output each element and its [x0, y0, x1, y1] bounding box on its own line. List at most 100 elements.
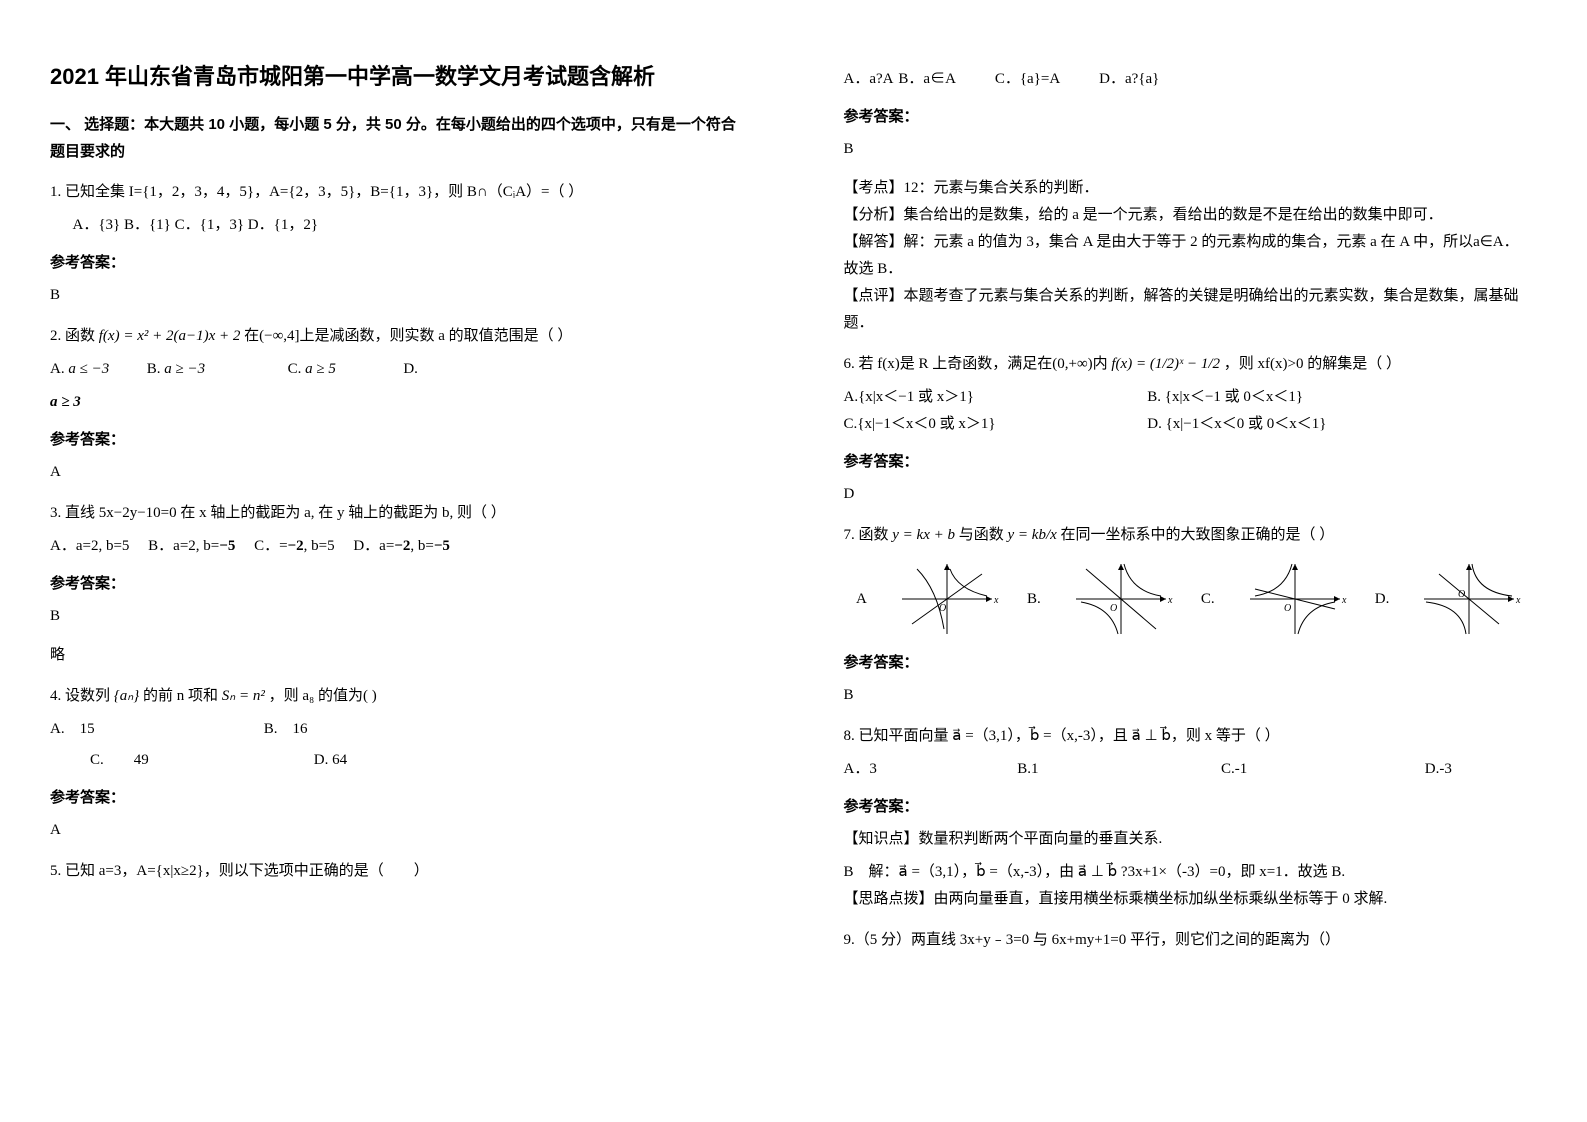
q2-optC: a ≥ 5 [305, 361, 336, 377]
q7-label-A: A [856, 586, 867, 613]
q3-optD: D．a=−2, b=−5 [353, 538, 450, 554]
q9-text: 9.（5 分）两直线 3x+y﹣3=0 与 6x+my+1=0 平行，则它们之间… [844, 927, 1538, 954]
q6-formula: f(x) = (1/2)ˣ − 1/2 [1111, 356, 1220, 372]
left-column: 2021 年山东省青岛市城阳第一中学高一数学文月考试题含解析 一、 选择题：本大… [0, 0, 794, 1122]
svg-text:x: x [1167, 595, 1173, 606]
q4-optA: A. 15 [50, 716, 260, 743]
q8-optC: C.-1 [1221, 756, 1421, 783]
q7-answer: B [844, 682, 1538, 709]
q3-options: A．a=2, b=5 B．a=2, b=−5 C．=−2, b=5 D．a=−2… [50, 533, 744, 560]
q4-suffix: ，则 a₈ 的值为( ) [269, 688, 377, 704]
q2-optD: a ≥ 3 [50, 389, 744, 416]
answer-label-6: 参考答案： [844, 448, 1538, 475]
q8-solve: B 解：a⃗ =（3,1），b⃗ =（x,-3），由 a⃗ ⊥ b⃗ ?3x+1… [844, 859, 1538, 886]
q4-text: 4. 设数列 {aₙ} 的前 n 项和 Sₙ = n² ，则 a₈ 的值为( ) [50, 683, 744, 710]
answer-label-2: 参考答案： [50, 426, 744, 453]
q3-optA: A．a=2, b=5 [50, 538, 129, 554]
q3-answer: B [50, 603, 744, 630]
svg-text:O: O [1110, 603, 1117, 614]
q8-options: A．3 B.1 C.-1 D.-3 [844, 756, 1538, 783]
q6-optB: B. {x|x＜−1 或 0＜x＜1} [1147, 389, 1303, 405]
q5-solve2: 故选 B． [844, 256, 1538, 283]
graph-D: Ox [1414, 559, 1524, 639]
q1-options: A．{3} B．{1} C．{1，3} D．{1，2} [50, 212, 744, 239]
q4-sum: Sₙ = n² [222, 688, 265, 704]
q5-analysis: 【分析】集合给出的是数集，给的 a 是一个元素，看给出的数是不是在给出的数集中即… [844, 202, 1538, 229]
q2-optB-label: B. [147, 361, 161, 377]
q6-optD: D. {x|−1＜x＜0 或 0＜x＜1} [1147, 416, 1326, 432]
q5-solve1: 【解答】解：元素 a 的值为 3，集合 A 是由大于等于 2 的元素构成的集合，… [844, 229, 1538, 256]
q2-suffix: 在(−∞,4]上是减函数，则实数 a 的取值范围是（ ） [244, 328, 572, 344]
q6-suffix: ，则 xf(x)>0 的解集是（ ） [1224, 356, 1401, 372]
section-header: 一、 选择题：本大题共 10 小题，每小题 5 分，共 50 分。在每小题给出的… [50, 111, 744, 165]
graph-C: Ox [1240, 559, 1350, 639]
q6-answer: D [844, 481, 1538, 508]
page: 2021 年山东省青岛市城阳第一中学高一数学文月考试题含解析 一、 选择题：本大… [0, 0, 1587, 1122]
q7-label-B: B. [1027, 586, 1041, 613]
q4-optD: D. 64 [314, 747, 347, 774]
right-column: A．a?A B．a∈A C．{a}=A D．a?{a} 参考答案： B 【考点】… [794, 0, 1587, 1122]
q2-optA: a ≤ −3 [68, 361, 109, 377]
q7-mid: 与函数 [959, 527, 1004, 543]
q5-optC: C．{a}=A [995, 71, 1060, 87]
q6-row2: C.{x|−1＜x＜0 或 x＞1} D. {x|−1＜x＜0 或 0＜x＜1} [844, 411, 1538, 438]
q2-optC-label: C. [288, 361, 302, 377]
q5-text: 5. 已知 a=3，A={x|x≥2}，则以下选项中正确的是（ ） [50, 858, 744, 885]
document-title: 2021 年山东省青岛市城阳第一中学高一数学文月考试题含解析 [50, 60, 744, 93]
q2-text: 2. 函数 f(x) = x² + 2(a−1)x + 2 在(−∞,4]上是减… [50, 323, 744, 350]
q8-comment: 【思路点拨】由两向量垂直，直接用横坐标乘横坐标加纵坐标乘纵坐标等于 0 求解. [844, 886, 1538, 913]
q4-prefix: 4. 设数列 [50, 688, 110, 704]
q3-optB: B．a=2, b=−5 [148, 538, 235, 554]
q7-prefix: 7. 函数 [844, 527, 889, 543]
q8-optB: B.1 [1017, 756, 1217, 783]
q1-answer: B [50, 282, 744, 309]
q5-optB: B．a∈A [898, 71, 955, 87]
answer-label-3: 参考答案： [50, 570, 744, 597]
q6-optA: A.{x|x＜−1 或 x＞1} [844, 384, 1144, 411]
svg-text:O: O [1284, 603, 1291, 614]
q2-answer: A [50, 459, 744, 486]
answer-label-7: 参考答案： [844, 649, 1538, 676]
q6-row1: A.{x|x＜−1 或 x＞1} B. {x|x＜−1 或 0＜x＜1} [844, 384, 1538, 411]
q5-point: 【考点】12：元素与集合关系的判断． [844, 175, 1538, 202]
q7-label-C: C. [1201, 586, 1215, 613]
q3-note: 略 [50, 642, 744, 669]
q4-optC: C. 49 [50, 747, 310, 774]
q4-mid: 的前 n 项和 [143, 688, 218, 704]
q4-seq: {aₙ} [114, 688, 139, 704]
q5-optA: A．a?A [844, 71, 893, 87]
q4-optB: B. 16 [264, 716, 308, 743]
q6-text: 6. 若 f(x)是 R 上奇函数，满足在(0,+∞)内 f(x) = (1/2… [844, 351, 1538, 378]
q2-optA-label: A. [50, 361, 65, 377]
q5-options: A．a?A B．a∈A C．{a}=A D．a?{a} [844, 66, 1538, 93]
answer-label-8: 参考答案： [844, 793, 1538, 820]
q2-optB: a ≥ −3 [164, 361, 205, 377]
q2-formula: f(x) = x² + 2(a−1)x + 2 [99, 328, 241, 344]
q6-optC: C.{x|−1＜x＜0 或 x＞1} [844, 411, 1144, 438]
q3-optC: C．=−2, b=5 [254, 538, 335, 554]
q4-answer: A [50, 817, 744, 844]
q5-answer: B [844, 136, 1538, 163]
q2-optD-label: D. [403, 361, 418, 377]
q3-text: 3. 直线 5x−2y−10=0 在 x 轴上的截距为 a, 在 y 轴上的截距… [50, 500, 744, 527]
q7-label-D: D. [1375, 586, 1390, 613]
graph-B: Ox [1066, 559, 1176, 639]
q7-text: 7. 函数 y = kx + b 与函数 y = kb/x 在同一坐标系中的大致… [844, 522, 1538, 549]
q8-optA: A．3 [844, 756, 1014, 783]
svg-text:x: x [1515, 595, 1521, 606]
answer-label-4: 参考答案： [50, 784, 744, 811]
q8-point: 【知识点】数量积判断两个平面向量的垂直关系. [844, 826, 1538, 853]
answer-label-5: 参考答案： [844, 103, 1538, 130]
q7-graphs: A Ox B. Ox C. Ox D. Ox [844, 559, 1538, 639]
q8-text: 8. 已知平面向量 a⃗ =（3,1），b⃗ =（x,-3），且 a⃗ ⊥ b⃗… [844, 723, 1538, 750]
q6-prefix: 6. 若 f(x)是 R 上奇函数，满足在(0,+∞)内 [844, 356, 1108, 372]
svg-text:x: x [993, 595, 999, 606]
q5-optD: D．a?{a} [1099, 71, 1159, 87]
q2-prefix: 2. 函数 [50, 328, 95, 344]
answer-label: 参考答案： [50, 249, 744, 276]
q7-func1: y = kx + b [892, 527, 955, 543]
svg-text:x: x [1341, 595, 1347, 606]
q4-row2: C. 49 D. 64 [50, 747, 744, 774]
q7-suffix: 在同一坐标系中的大致图象正确的是（ ） [1061, 527, 1335, 543]
graph-A: Ox [892, 559, 1002, 639]
